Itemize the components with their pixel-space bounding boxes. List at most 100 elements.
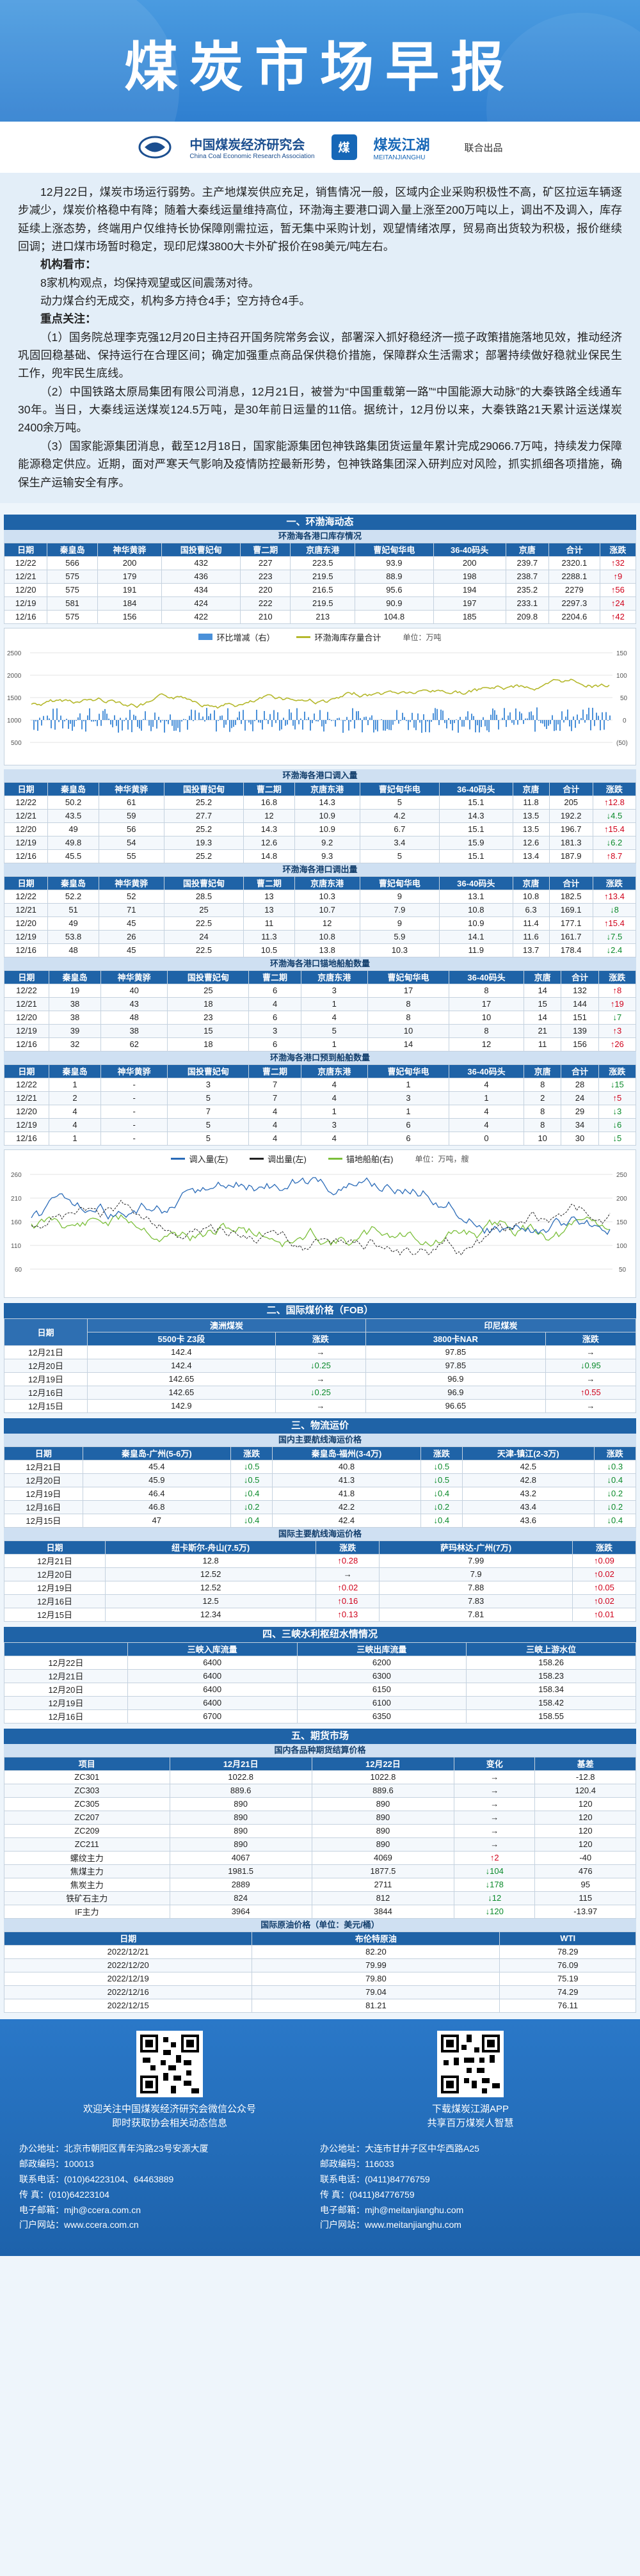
table-row: 12/20 4-7 4 1 1 4 8 29 ↓3	[4, 1104, 637, 1119]
change-bar	[387, 719, 388, 729]
ccera-email-link[interactable]: 电子邮箱：mjh@ccera.com.cn	[19, 2204, 141, 2215]
change-bar	[131, 719, 132, 732]
change-bar	[584, 719, 586, 723]
ccera-website-link[interactable]: 门户网站：www.ccera.com.cn	[19, 2220, 139, 2230]
change-bar	[312, 719, 313, 723]
table-cell: 13	[243, 889, 295, 904]
table-cell: 2022/12/20	[3, 1958, 253, 1972]
change-bar	[206, 707, 207, 720]
table-cell: 12月19日	[4, 1486, 83, 1501]
table-cell: 15	[167, 1023, 250, 1038]
table-cell: 45	[98, 943, 164, 957]
table-cell: 93.9	[355, 556, 434, 570]
table-cell: 6.3	[512, 902, 550, 917]
table-cell: 6400	[127, 1668, 298, 1683]
table-cell: 6.7	[359, 822, 440, 836]
table-cell: 12月20日	[4, 1358, 88, 1373]
change-bar	[604, 719, 605, 730]
table-row: 12/20 49 56 25.2 14.3 10.9 6.7 15.1 13.5 196.7 ↑15…	[3, 822, 637, 836]
table-cell: 169.1	[548, 902, 593, 917]
column-header: 京唐	[505, 542, 549, 557]
change-bar	[513, 719, 515, 725]
table-cell: 22.5	[163, 916, 244, 931]
column-header: 涨跌	[230, 1446, 273, 1460]
change-bar	[542, 719, 543, 724]
table-cell: 12.52	[104, 1567, 317, 1581]
table-cell: 6400	[127, 1655, 298, 1670]
change-bar	[394, 719, 396, 721]
change-bar	[536, 707, 538, 720]
table-cell: ↓6.2	[592, 835, 637, 850]
table-cell: 45.4	[82, 1459, 231, 1474]
table-cell: 889.6	[311, 1783, 455, 1798]
table-cell: 12月19日	[4, 1695, 128, 1710]
table-cell: ↑13.4	[592, 889, 637, 904]
column-header: 秦皇岛	[47, 542, 98, 557]
change-bar	[498, 719, 499, 730]
flow-chart: 调入量(左) 调出量(左) 锚地船舶(右) 单位：万吨，艘 260 210 160 1…	[4, 1149, 636, 1298]
table-cell: 12月15日	[4, 1513, 83, 1528]
table-cell: ↑19	[598, 996, 637, 1011]
change-bar	[37, 719, 38, 731]
table-row: ZC207 890 890 → 120	[4, 1810, 636, 1825]
table-cell: 12月16日	[4, 1709, 128, 1724]
change-bar	[400, 719, 401, 721]
table-cell: 12.5	[104, 1594, 317, 1608]
institution-view: 8家机构观点，均保持观望或区间震荡对待。	[40, 276, 260, 289]
mj-email-link[interactable]: 电子邮箱：mjh@meitanjianghu.com	[320, 2204, 464, 2215]
change-bar	[116, 719, 117, 726]
table-cell: 4	[449, 1117, 525, 1132]
table-cell: 213	[290, 609, 356, 624]
change-bar	[64, 719, 65, 722]
table-row: 12/22 52.2 52 28.5 13 10.3 9 13.1 10.8 182.5 ↑13.4	[3, 889, 637, 904]
change-bar	[592, 707, 593, 720]
table-cell: 3.4	[359, 835, 440, 850]
svg-text:50: 50	[619, 1267, 627, 1274]
table-row: 2022/12/20 79.99 76.09	[3, 1958, 636, 1972]
table-cell: 6	[367, 1117, 450, 1132]
change-bar	[120, 717, 121, 720]
table-cell: 209.8	[505, 609, 549, 624]
table-cell: ↑0.02	[572, 1594, 637, 1608]
change-bar	[532, 715, 534, 720]
table-cell: 890	[169, 1810, 312, 1825]
table-cell: 120	[534, 1837, 636, 1852]
table-cell: →	[275, 1372, 367, 1386]
table-cell: 424	[161, 596, 241, 611]
table-cell: 12.34	[104, 1607, 317, 1622]
change-bar	[300, 718, 301, 720]
table-cell: 889.6	[169, 1783, 312, 1798]
change-bar	[104, 708, 106, 720]
table-cell: 890	[311, 1810, 455, 1825]
app-qr-icon[interactable]	[437, 2030, 504, 2097]
table-cell: 235.2	[505, 582, 549, 597]
table-cell: 12/22	[3, 556, 48, 570]
column-header: 京唐东港	[294, 781, 360, 796]
change-bar	[112, 719, 113, 728]
change-bar	[412, 712, 413, 720]
change-bar	[410, 719, 411, 723]
change-bar	[244, 719, 246, 731]
table-cell: 29	[561, 1104, 599, 1119]
wechat-qr-icon[interactable]	[136, 2030, 203, 2097]
change-bar	[248, 719, 250, 723]
table-cell: 12/19	[3, 596, 48, 611]
mj-website-link[interactable]: 门户网站：www.meitanjianghu.com	[320, 2220, 461, 2230]
change-bar	[561, 711, 563, 720]
change-bar	[220, 716, 221, 720]
column-header: 曹妃甸华电	[359, 781, 440, 796]
table-cell: 14.3	[243, 822, 295, 836]
table-cell: 12/16	[3, 609, 48, 624]
table-cell: 17	[367, 983, 450, 998]
futures-table: 项目 12月21日 12月22日 变化 基差 ZC301 1022.8 1022.8 → -12.…	[4, 1756, 636, 1919]
table-cell: ↓6	[598, 1117, 637, 1132]
table-cell: 焦煤主力	[4, 1864, 170, 1878]
table-cell: →	[454, 1837, 536, 1852]
table-cell: 198	[433, 569, 506, 584]
table-cell: 8	[367, 1010, 450, 1025]
meitanjianghu-logo-icon: 煤	[331, 134, 357, 160]
change-bar	[173, 719, 175, 731]
table-cell: 8	[524, 1117, 562, 1132]
change-bar	[486, 719, 488, 731]
table-cell: ↓0.2	[593, 1500, 637, 1514]
